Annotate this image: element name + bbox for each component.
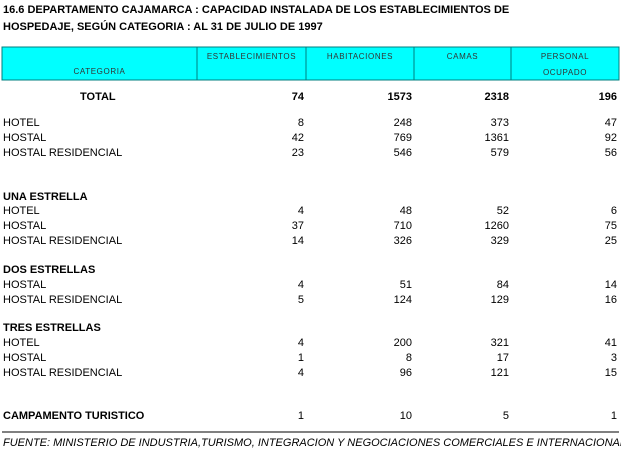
cell-value: 8 <box>406 352 412 364</box>
cell-value: 1260 <box>485 220 509 232</box>
row-label: HOSTAL <box>3 132 46 144</box>
cell-value: 4 <box>298 205 304 217</box>
cell-value: 48 <box>400 205 412 217</box>
cell-value: 326 <box>394 235 412 247</box>
cell-value: 321 <box>491 337 509 349</box>
cell-value: 92 <box>605 132 617 144</box>
cell-value: 4 <box>298 337 304 349</box>
row-label: HOSTAL RESIDENCIAL <box>3 147 122 159</box>
cell-value: 14 <box>605 279 617 291</box>
cell-value: 4 <box>298 279 304 291</box>
cell-value: 546 <box>394 147 412 159</box>
header-band <box>1 46 620 81</box>
column-header: PERSONAL <box>541 52 589 61</box>
row-label: HOSTAL <box>3 279 46 291</box>
column-header: CATEGORIA <box>74 67 126 76</box>
cell-value: 15 <box>605 367 617 379</box>
cell-value: 1361 <box>485 132 509 144</box>
cell-value: 96 <box>400 367 412 379</box>
cell-value: 769 <box>394 132 412 144</box>
cell-value: 52 <box>497 205 509 217</box>
cell-value: 25 <box>605 235 617 247</box>
row-label: HOSTAL <box>3 220 46 232</box>
cell-value: 1573 <box>388 91 412 103</box>
cell-value: 373 <box>491 117 509 129</box>
cell-value: 14 <box>292 235 304 247</box>
cell-value: 42 <box>292 132 304 144</box>
row-label: TOTAL <box>80 91 116 103</box>
cell-value: 5 <box>298 294 304 306</box>
cell-value: 121 <box>491 367 509 379</box>
cell-value: 17 <box>497 352 509 364</box>
cell-value: 710 <box>394 220 412 232</box>
row-label: HOTEL <box>3 117 40 129</box>
cell-value: 248 <box>394 117 412 129</box>
column-header: CAMAS <box>447 52 478 61</box>
cell-value: 16 <box>605 294 617 306</box>
column-header: OCUPADO <box>543 68 587 77</box>
cell-value: 124 <box>394 294 412 306</box>
cell-value: 200 <box>394 337 412 349</box>
row-label: UNA ESTRELLA <box>3 191 88 203</box>
cell-value: 10 <box>400 410 412 422</box>
footnote: FUENTE: MINISTERIO DE INDUSTRIA,TURISMO,… <box>3 437 621 449</box>
cell-value: 74 <box>292 91 305 103</box>
cell-value: 4 <box>298 367 304 379</box>
cell-value: 56 <box>605 147 617 159</box>
cell-value: 5 <box>503 410 509 422</box>
cell-value: 37 <box>292 220 304 232</box>
row-label: HOTEL <box>3 337 40 349</box>
cell-value: 75 <box>605 220 617 232</box>
cell-value: 47 <box>605 117 617 129</box>
row-label: HOSTAL RESIDENCIAL <box>3 367 122 379</box>
row-label: HOSTAL <box>3 352 46 364</box>
cell-value: 3 <box>611 352 617 364</box>
cell-value: 579 <box>491 147 509 159</box>
cell-value: 1 <box>298 410 304 422</box>
row-label: HOSTAL RESIDENCIAL <box>3 294 122 306</box>
cell-value: 329 <box>491 235 509 247</box>
row-label: TRES ESTRELLAS <box>3 322 101 334</box>
cell-value: 2318 <box>485 91 509 103</box>
row-label: HOSTAL RESIDENCIAL <box>3 235 122 247</box>
row-label: CAMPAMENTO TURISTICO <box>3 410 145 422</box>
cell-value: 8 <box>298 117 304 129</box>
cell-value: 1 <box>611 410 617 422</box>
cell-value: 41 <box>605 337 617 349</box>
row-label: DOS ESTRELLAS <box>3 264 95 276</box>
cell-value: 1 <box>298 352 304 364</box>
column-header: ESTABLECIMIENTOS <box>207 52 296 61</box>
cell-value: 51 <box>400 279 412 291</box>
cell-value: 84 <box>497 279 509 291</box>
title: HOSPEDAJE, SEGÚN CATEGORIA : AL 31 DE JU… <box>3 20 323 33</box>
cell-value: 129 <box>491 294 509 306</box>
cell-value: 23 <box>292 147 304 159</box>
cell-value: 6 <box>611 205 617 217</box>
column-header: HABITACIONES <box>327 52 393 61</box>
title: 16.6 DEPARTAMENTO CAJAMARCA : CAPACIDAD … <box>3 4 509 16</box>
row-label: HOTEL <box>3 205 40 217</box>
cell-value: 196 <box>599 91 617 103</box>
